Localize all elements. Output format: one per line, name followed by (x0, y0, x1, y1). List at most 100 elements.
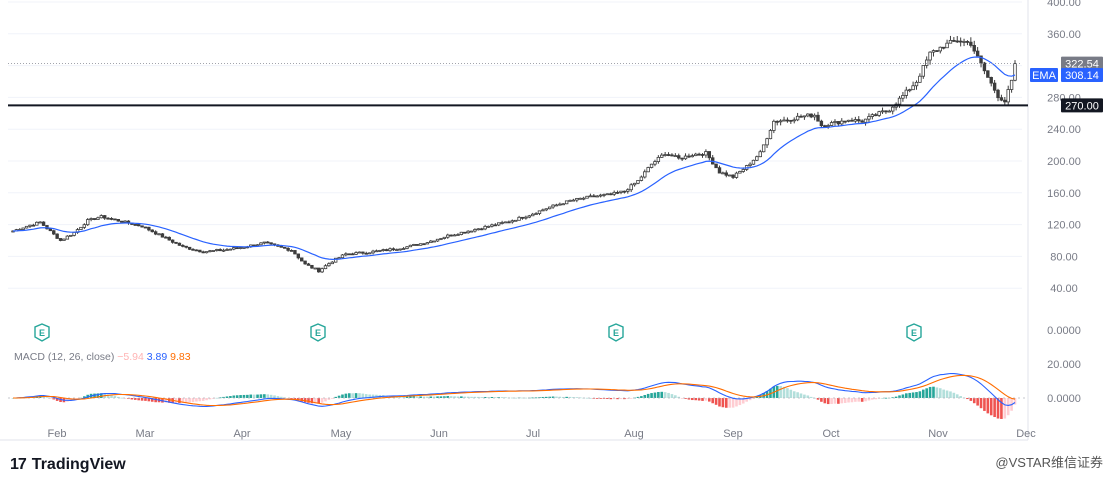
macd-histogram-bar (42, 396, 45, 398)
candle-body (497, 222, 501, 226)
macd-histogram-bar (412, 396, 416, 398)
candle-body (806, 113, 810, 117)
candle-body (86, 219, 90, 226)
candle-body (1013, 63, 1017, 81)
macd-histogram-bar (724, 398, 728, 408)
macd-histogram-bar (290, 398, 293, 399)
candle-body (113, 218, 117, 221)
candle-body (510, 220, 515, 223)
candle-body (381, 249, 385, 251)
candle-body (948, 39, 953, 44)
candle-body (286, 247, 290, 251)
ema-series (12, 56, 1016, 261)
candle-body (561, 203, 565, 206)
candle-body (252, 244, 256, 247)
candle-body (904, 89, 909, 96)
candle-body (812, 114, 817, 118)
macd-legend: MACD (12, 26, close) −5.94 3.89 9.83 (14, 351, 191, 363)
candle-body (605, 193, 610, 196)
candle-body (306, 263, 311, 266)
macd-histogram-bar (894, 396, 898, 398)
macd-histogram-bar (775, 385, 779, 398)
earnings-marker-letter: E (911, 328, 917, 338)
macd-histogram-bar (429, 396, 433, 398)
candle-body (187, 246, 192, 250)
macd-histogram-bar (674, 395, 677, 398)
candle-body (975, 50, 980, 57)
macd-tick-label: 0.0000 (1047, 325, 1081, 337)
candle-body (558, 203, 562, 206)
macd-histogram-bar (803, 394, 806, 398)
candle-body (826, 125, 830, 127)
candle-body (160, 233, 165, 238)
candle-body (795, 115, 800, 121)
tradingview-logo[interactable]: 17 TradingView (10, 456, 126, 474)
candle-body (62, 238, 66, 241)
last-price-label-bg (1061, 56, 1103, 71)
macd-histogram-bar (796, 392, 799, 398)
price-tick-label: 360.00 (1047, 29, 1081, 41)
macd-histogram-bar (952, 392, 956, 398)
macd-histogram-bar (313, 398, 317, 404)
candle-body (714, 163, 718, 169)
macd-histogram-bar (293, 398, 297, 400)
macd-histogram-bar (684, 398, 687, 399)
macd-histogram-bar (215, 397, 219, 399)
macd-histogram-bar (602, 398, 606, 399)
macd-histogram-bar (935, 387, 939, 398)
macd-histogram-bar (181, 398, 185, 403)
candle-body (164, 236, 168, 239)
month-label: Sep (723, 428, 743, 440)
candle-body (109, 218, 114, 220)
macd-histogram-bar (833, 398, 837, 404)
candle-body (914, 81, 919, 87)
candle-body (622, 190, 627, 193)
macd-histogram-bar (361, 393, 365, 398)
candle-body (1006, 89, 1010, 103)
candle-body (694, 153, 698, 157)
candle-body (765, 138, 769, 146)
candle-body (99, 215, 104, 219)
macd-histogram-bar (871, 398, 874, 400)
macd-histogram-bar (137, 398, 140, 401)
macd-legend-macd: 3.89 (147, 351, 170, 363)
macd-histogram-bar (127, 398, 130, 399)
macd-histogram-bar (969, 398, 973, 401)
candle-body (442, 236, 447, 239)
macd-histogram-bar (925, 388, 928, 398)
macd-histogram-bar (959, 396, 962, 398)
macd-histogram-bar (276, 396, 280, 398)
candle-body (941, 46, 946, 49)
candle-body (456, 234, 460, 236)
macd-histogram-bar (595, 398, 599, 399)
candle-body (388, 248, 392, 252)
candle-body (690, 155, 695, 158)
candle-body (293, 250, 297, 255)
candle-body (840, 120, 844, 125)
candle-body (333, 257, 338, 263)
month-label: Apr (233, 428, 250, 440)
macd-histogram-bar (864, 398, 867, 402)
candle-body (194, 249, 199, 252)
candle-body (874, 114, 878, 117)
candle-body (741, 169, 745, 172)
macd-histogram-bar (541, 396, 545, 398)
macd-histogram-bar (575, 397, 579, 398)
candle-body (136, 224, 141, 227)
macd-signal-line (13, 374, 1016, 407)
macd-histogram-bar (239, 395, 242, 398)
macd-histogram-bar (307, 398, 310, 403)
candle-body (401, 248, 406, 250)
macd-histogram-bar (840, 398, 844, 404)
candle-body (670, 154, 674, 157)
candle-body (863, 118, 868, 123)
macd-histogram-bar (195, 398, 198, 402)
macd-histogram-bar (538, 397, 541, 398)
macd-histogram-bar (263, 394, 266, 398)
macd-histogram-bar (242, 394, 246, 398)
macd-histogram-bar (201, 398, 205, 401)
macd-histogram-bar (782, 386, 786, 398)
